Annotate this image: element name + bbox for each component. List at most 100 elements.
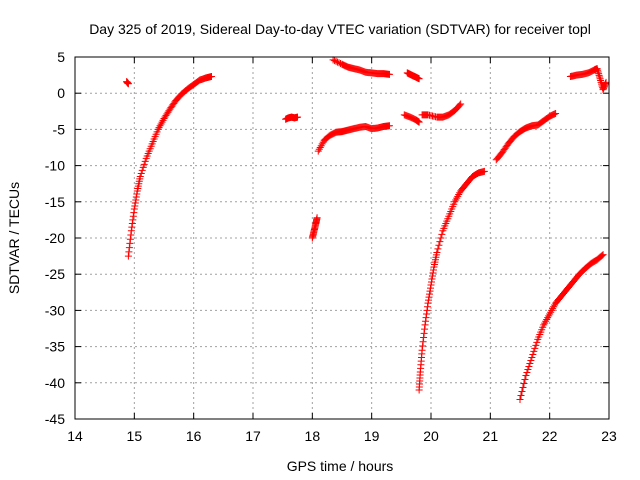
- data-point: [137, 169, 145, 177]
- data-point: [455, 191, 463, 199]
- data-point: [544, 314, 552, 322]
- data-point: [434, 245, 442, 253]
- plot-frame: [74, 56, 610, 420]
- data-point: [315, 145, 323, 153]
- y-tick-label: -45: [45, 411, 65, 427]
- data-point: [334, 58, 342, 66]
- data-point: [433, 248, 441, 256]
- data-point: [480, 167, 488, 175]
- data-point: [457, 100, 465, 108]
- data-point: [454, 192, 462, 200]
- series-arc-1: [123, 78, 132, 88]
- data-point: [155, 124, 163, 132]
- data-point: [318, 140, 326, 148]
- y-axis-ticks: 5 0 -5 -10 -15 -20 -25 -30 -35 -40 -45: [45, 49, 609, 427]
- series-arc-4: [308, 214, 321, 242]
- series-arc-8: [400, 111, 423, 126]
- y-tick-label: -30: [45, 302, 65, 318]
- data-point: [452, 196, 460, 204]
- data-point: [335, 59, 343, 67]
- series-arc-13: [566, 65, 610, 94]
- data-point: [141, 157, 149, 165]
- x-tick-label: 23: [601, 428, 617, 444]
- data-point: [385, 122, 393, 130]
- data-point: [154, 125, 162, 133]
- data-point: [207, 73, 215, 81]
- series-arc-6: [329, 56, 393, 78]
- y-tick-label: -35: [45, 339, 65, 355]
- data-point: [329, 56, 337, 64]
- data-point: [385, 70, 393, 78]
- series-arc-10: [415, 167, 488, 394]
- data-point: [519, 384, 527, 392]
- data-point: [124, 80, 132, 88]
- y-tick-label: -20: [45, 230, 65, 246]
- data-point: [524, 366, 532, 374]
- y-tick-label: -10: [45, 158, 65, 174]
- data-point: [525, 363, 533, 371]
- data-point: [331, 57, 339, 65]
- data-point: [453, 194, 461, 202]
- data-point: [532, 341, 540, 349]
- data-point: [550, 303, 558, 311]
- data-point: [530, 347, 538, 355]
- x-tick-label: 20: [423, 428, 439, 444]
- data-point: [435, 241, 443, 249]
- data-point: [540, 321, 548, 329]
- y-axis-label: SDTVAR / TECUs: [6, 182, 22, 294]
- series-arc-7: [403, 69, 423, 83]
- x-tick-label: 14: [67, 428, 83, 444]
- data-point: [139, 163, 147, 171]
- data-point: [140, 160, 148, 168]
- data-point: [599, 251, 607, 259]
- data-points: [123, 56, 610, 403]
- data-point: [451, 198, 459, 206]
- x-tick-label: 15: [127, 428, 143, 444]
- data-point: [542, 317, 550, 325]
- chart-title: Day 325 of 2019, Sidereal Day-to-day VTE…: [89, 21, 591, 37]
- y-tick-label: 0: [57, 85, 65, 101]
- data-point: [456, 101, 464, 109]
- data-point: [516, 395, 524, 403]
- data-point: [157, 120, 165, 128]
- x-axis-ticks: 14 15 16 17 18 19 20 21 22 23: [67, 57, 617, 444]
- x-tick-label: 18: [305, 428, 321, 444]
- y-tick-label: 5: [57, 49, 65, 65]
- data-point: [313, 214, 321, 222]
- data-point: [549, 305, 557, 313]
- x-axis-label: GPS time / hours: [287, 458, 394, 474]
- y-tick-label: -5: [53, 121, 66, 137]
- data-point: [598, 251, 606, 259]
- series-arc-12: [516, 251, 607, 403]
- data-point: [317, 142, 325, 150]
- data-point: [546, 310, 554, 318]
- y-tick-label: -40: [45, 375, 65, 391]
- data-point: [438, 230, 446, 238]
- data-point: [545, 312, 553, 320]
- data-point: [437, 234, 445, 242]
- data-point: [548, 306, 556, 314]
- data-point: [526, 359, 534, 367]
- data-point: [547, 308, 555, 316]
- series-arc-5: [314, 122, 393, 155]
- data-point: [316, 144, 324, 151]
- x-tick-label: 16: [186, 428, 202, 444]
- data-point: [436, 238, 444, 246]
- series-arc-3: [282, 113, 301, 123]
- data-point: [541, 319, 549, 327]
- data-point: [332, 57, 340, 65]
- data-point: [415, 75, 423, 83]
- data-point: [156, 122, 164, 130]
- data-point: [531, 344, 539, 352]
- data-point: [415, 118, 423, 126]
- data-point: [294, 113, 301, 121]
- data-point: [552, 109, 560, 117]
- x-tick-label: 21: [483, 428, 499, 444]
- data-point: [527, 356, 535, 364]
- data-point: [314, 147, 322, 155]
- series-arc-2: [124, 73, 215, 260]
- data-point: [602, 78, 610, 86]
- y-tick-label: -25: [45, 266, 65, 282]
